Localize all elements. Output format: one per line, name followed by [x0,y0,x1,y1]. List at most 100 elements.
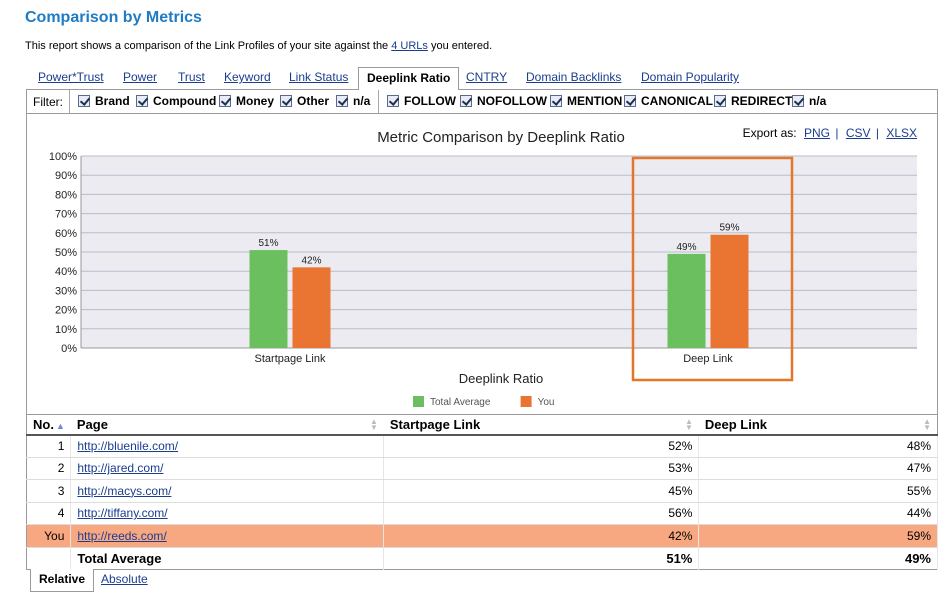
sort-icon: ▲ ▼ [369,417,378,432]
column-header-startpage-link[interactable]: Startpage Link ▲ ▼ [383,414,699,436]
export-xlsx-link[interactable]: XLSX [886,126,917,140]
y-tick-label: 40% [55,266,77,278]
y-tick-label: 50% [55,247,77,259]
checkbox-icon[interactable] [136,95,148,107]
y-tick-label: 70% [55,209,77,221]
y-tick-label: 10% [55,324,77,336]
deep-cell: 44% [698,502,938,525]
filter-canonical-label: CANONICAL [641,94,713,108]
tab-domain-backlinks[interactable]: Domain Backlinks [526,70,622,84]
filter-other[interactable]: Other [280,94,329,108]
description-text-end: you entered. [427,40,493,52]
checkbox-icon[interactable] [624,95,636,107]
comparison-table: No. ▲ Page ▲ ▼ Startpage Link ▲ ▼ Deep Link ▲ ▼… [26,414,938,570]
page-cell: http://bluenile.com/ [70,434,385,458]
page-title: Comparison by Metrics [25,9,202,26]
tab-keyword[interactable]: Keyword [224,70,271,84]
filter-brand-label: Brand [95,94,130,108]
data-label: 51% [258,238,278,249]
page-link[interactable]: http://jared.com/ [77,461,164,476]
deep-cell: 47% [698,457,938,480]
checkbox-icon[interactable] [792,95,804,107]
column-header-deep-link[interactable]: Deep Link ▲ ▼ [698,414,938,436]
tab-link-status[interactable]: Link Status [289,70,349,84]
filter-brand[interactable]: Brand [78,94,130,108]
y-tick-label: 20% [55,305,77,317]
tab-trust[interactable]: Trust [178,70,205,84]
filter-follow[interactable]: FOLLOW [387,94,456,108]
tab-relative[interactable]: Relative [30,569,95,592]
bar [667,253,706,348]
filter-bar: Filter: Brand Compound Money Other n/a F… [26,89,938,114]
startpage-cell: 45% [383,479,700,503]
filter-canonical[interactable]: CANONICAL [624,94,713,108]
checkbox-icon[interactable] [78,95,90,107]
tab-power[interactable]: Power [123,70,158,84]
tab-absolute[interactable]: Absolute [101,572,148,586]
filter-separator [69,90,70,113]
sort-icon: ▲ ▼ [923,417,931,432]
page-cell: http://reeds.com/ [70,524,385,548]
filter-compound-label: Compound [153,94,217,108]
description-text: This report shows a comparison of the Li… [25,40,392,52]
tab-cntry[interactable]: CNTRY [466,70,508,84]
data-label: 59% [719,223,739,234]
row-number: 1 [26,434,72,458]
legend-swatch [520,396,532,407]
chart-title: Metric Comparison by Deeplink Ratio [377,129,625,146]
page-cell: http://tiffany.com/ [70,502,385,525]
checkbox-icon[interactable] [550,95,562,107]
startpage-cell: 42% [383,524,700,548]
page-link[interactable]: http://tiffany.com/ [77,506,168,521]
row-number: 2 [26,457,72,480]
table-header-row: No. ▲ Page ▲ ▼ Startpage Link ▲ ▼ Deep Link ▲ ▼ [26,414,938,436]
filter-separator [378,90,379,113]
x-tick-label: Deep Link [683,353,733,365]
row-number: 3 [26,479,72,503]
export-png-link[interactable]: PNG [803,126,830,140]
checkbox-icon[interactable] [336,95,348,107]
y-tick-label: 90% [55,170,77,182]
highlight-box [631,156,794,382]
filter-nofollow[interactable]: NOFOLLOW [460,94,547,108]
total-deep: 49% [698,547,938,570]
filter-mention[interactable]: MENTION [550,94,622,108]
filter-nofollow-label: NOFOLLOW [477,94,547,108]
column-header-no[interactable]: No. ▲ [26,414,71,436]
filter-na-status[interactable]: n/a [792,94,826,108]
chart-panel: Metric Comparison by Deeplink Ratio 0% 10%… [26,114,938,414]
x-tick-label: Startpage Link [255,353,326,365]
page-link[interactable]: http://reeds.com/ [77,528,167,543]
tab-domain-popularity[interactable]: Domain Popularity [641,70,740,84]
bar [292,267,331,348]
column-header-page[interactable]: Page ▲ ▼ [70,414,384,436]
checkbox-icon[interactable] [714,95,726,107]
page-link[interactable]: http://bluenile.com/ [77,439,179,453]
filter-other-label: Other [297,94,330,108]
export-csv-link[interactable]: CSV [845,126,871,140]
page-link[interactable]: http://macys.com/ [77,483,172,498]
column-header-no-label: No. [33,416,54,432]
column-header-deep-label: Deep Link [704,416,767,432]
checkbox-icon[interactable] [280,95,292,107]
tab-power-trust[interactable]: Power*Trust [38,70,104,84]
filter-follow-label: FOLLOW [404,94,456,108]
filter-redirect[interactable]: REDIRECT [714,94,792,108]
table-row: 3 http://macys.com/ 45% 55% [26,479,938,503]
filter-money[interactable]: Money [219,94,274,108]
filter-mention-label: MENTION [567,94,623,108]
urls-link[interactable]: 4 URLs [391,40,428,52]
report-description: This report shows a comparison of the Li… [25,40,492,52]
row-number: You [26,524,72,548]
table-row: 2 http://jared.com/ 53% 47% [26,457,938,480]
export-links: Export as: PNG | CSV | XLSX [743,126,917,140]
y-tick-label: 100% [49,151,77,163]
tab-deeplink-ratio[interactable]: Deeplink Ratio [358,67,460,90]
checkbox-icon[interactable] [460,95,472,107]
page-cell: http://jared.com/ [70,457,385,480]
checkbox-icon[interactable] [219,95,231,107]
checkbox-icon[interactable] [387,95,399,107]
filter-na-type[interactable]: n/a [336,94,370,108]
filter-money-label: Money [236,94,275,108]
filter-compound[interactable]: Compound [136,94,216,108]
